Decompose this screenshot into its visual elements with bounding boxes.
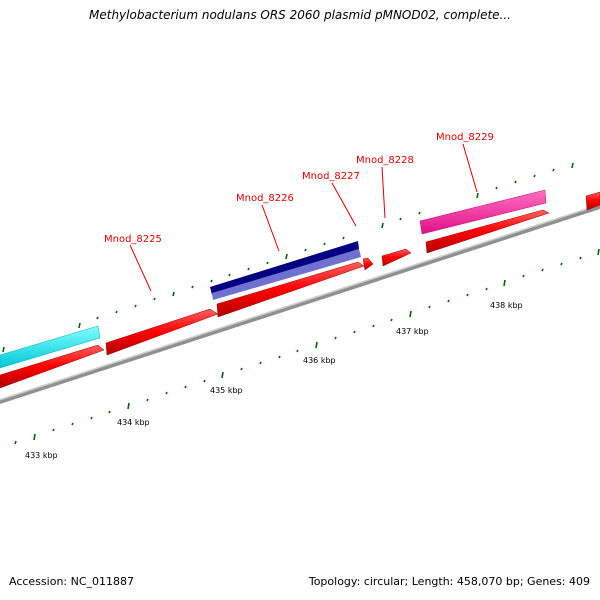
tick (285, 253, 288, 260)
tick (353, 330, 356, 334)
tick (597, 248, 600, 256)
tick (108, 410, 111, 414)
tick (153, 297, 156, 301)
tick (533, 174, 536, 178)
kbp-label: 437 kbp (396, 327, 429, 336)
callout-line (381, 166, 386, 219)
tick (315, 341, 318, 349)
cds-arrow[interactable] (362, 257, 374, 271)
tick (127, 402, 130, 410)
feature-track (0, 189, 547, 369)
tick (552, 168, 555, 172)
navy-feature[interactable] (210, 241, 359, 295)
tick (221, 371, 224, 379)
gene-label[interactable]: Mnod_8227 (302, 171, 360, 182)
tick (495, 186, 498, 190)
tick (342, 236, 345, 240)
tick (172, 291, 175, 297)
tick (399, 217, 402, 221)
tick (541, 268, 544, 272)
gene-label[interactable]: Mnod_8225 (104, 234, 162, 245)
gene-label[interactable]: Mnod_8229 (436, 132, 494, 143)
callout-line (129, 244, 152, 292)
navy-feature-lower[interactable] (212, 249, 361, 300)
tick (115, 310, 118, 314)
callout-line (261, 204, 280, 252)
tick (14, 440, 17, 445)
tick (247, 267, 250, 271)
callout-line (331, 182, 357, 227)
tick (409, 310, 412, 318)
cds-arrow[interactable] (425, 209, 550, 254)
gene-callouts: Mnod_8225 Mnod_8226 Mnod_8227 Mnod_8228 … (104, 132, 494, 292)
tick (334, 336, 337, 340)
kbp-label: 435 kbp (210, 386, 243, 395)
tick (381, 222, 384, 229)
tick (266, 261, 269, 265)
tick (503, 279, 506, 287)
tick (52, 428, 55, 432)
tick (96, 316, 99, 320)
tick (428, 305, 431, 309)
tick (466, 293, 469, 297)
kbp-label: 434 kbp (117, 418, 150, 427)
tick (323, 242, 326, 246)
tick (259, 361, 262, 365)
tick (2, 346, 5, 353)
tick (71, 422, 74, 426)
kbp-label: 438 kbp (490, 301, 523, 310)
tick (579, 256, 582, 260)
tick (210, 279, 213, 283)
cds-arrow[interactable] (0, 344, 105, 389)
pink-feature[interactable] (419, 189, 547, 235)
tick (418, 211, 421, 215)
tick (228, 273, 231, 277)
topology-summary: Topology: circular; Length: 458,070 bp; … (308, 575, 590, 588)
tick (278, 355, 281, 359)
lower-ticks (14, 248, 600, 445)
cds-arrow[interactable] (381, 248, 412, 267)
tick (33, 433, 36, 441)
backbone-highlight (0, 204, 600, 401)
cds-arrow[interactable] (585, 191, 600, 211)
tick (146, 398, 149, 402)
tick (514, 180, 517, 184)
map-title: Methylobacterium nodulans ORS 2060 plasm… (89, 8, 511, 22)
tick (447, 299, 450, 303)
kbp-label: 436 kbp (303, 356, 336, 365)
tick (184, 385, 187, 389)
tick (571, 162, 574, 169)
callout-line (462, 143, 478, 193)
tick (476, 192, 479, 199)
gene-label[interactable]: Mnod_8226 (236, 193, 294, 204)
tick (90, 416, 93, 420)
upper-ticks (2, 162, 574, 353)
gene-label[interactable]: Mnod_8228 (356, 155, 414, 166)
accession-text: Accession: NC_011887 (9, 575, 135, 588)
tick (78, 322, 81, 329)
cds-arrow[interactable] (216, 261, 365, 318)
tick (372, 324, 375, 328)
backbone (0, 204, 600, 404)
tick (134, 304, 137, 308)
tick (560, 262, 563, 266)
tick (203, 379, 206, 383)
tick (522, 274, 525, 278)
tick (304, 248, 307, 252)
tick (485, 287, 488, 291)
tick (296, 349, 299, 353)
kbp-label: 433 kbp (25, 451, 58, 460)
tick (165, 391, 168, 395)
cyan-feature[interactable] (0, 325, 101, 369)
tick (191, 285, 194, 289)
tick (390, 318, 393, 322)
cds-track (0, 191, 600, 389)
tick (240, 367, 243, 371)
scale-labels: 433 kbp 434 kbp 435 kbp 436 kbp 437 kbp … (25, 301, 523, 460)
